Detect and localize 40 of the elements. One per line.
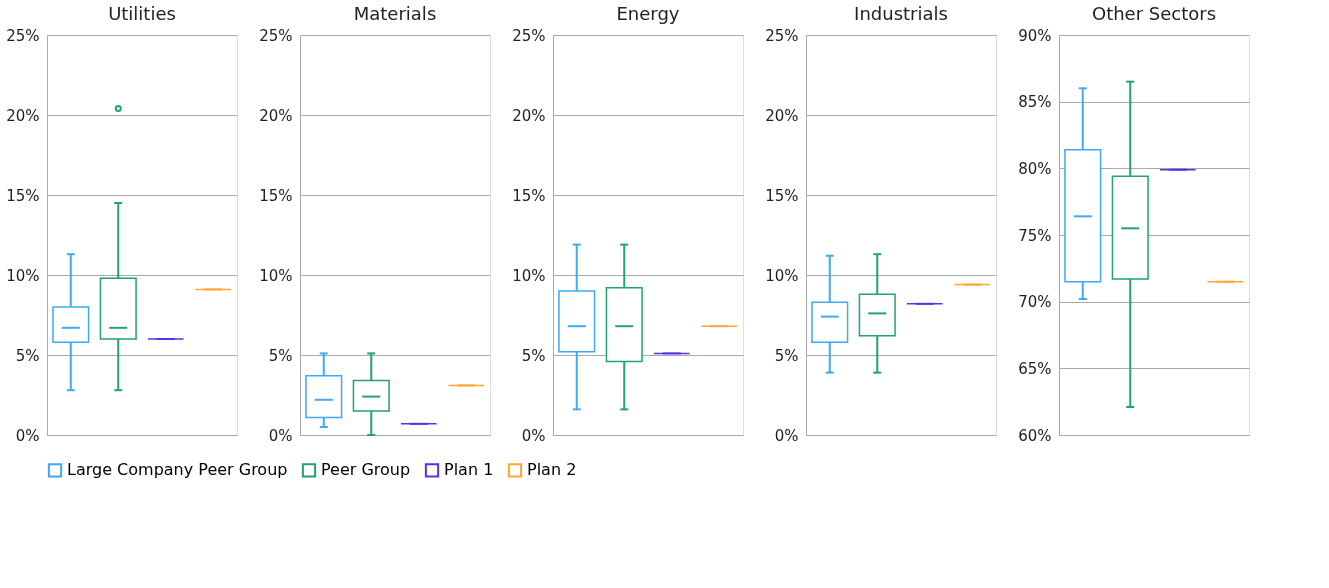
y-tick-label: 75% — [1018, 226, 1052, 245]
legend-label: Large Company Peer Group — [67, 460, 288, 480]
y-tick-label: 0% — [521, 426, 546, 445]
y-tick-label: 5% — [774, 346, 799, 365]
y-tick-label: 90% — [1018, 26, 1052, 45]
y-tick-label: 15% — [512, 186, 546, 205]
y-tick-label: 15% — [765, 186, 799, 205]
y-tick-label: 0% — [268, 426, 293, 445]
y-tick-label: 15% — [6, 186, 40, 205]
y-tick-label: 5% — [268, 346, 293, 365]
y-tick-label: 0% — [774, 426, 799, 445]
legend-label: Plan 2 — [527, 460, 577, 480]
y-tick-label: 20% — [512, 106, 546, 125]
y-tick-label: 70% — [1018, 293, 1052, 312]
legend-label: Plan 1 — [444, 460, 494, 480]
y-tick-label: 5% — [15, 346, 40, 365]
y-tick-label: 25% — [765, 26, 799, 45]
chart-title: Utilities — [108, 3, 176, 24]
y-tick-label: 25% — [6, 26, 40, 45]
y-tick-label: 10% — [512, 266, 546, 285]
y-tick-label: 85% — [1018, 93, 1052, 112]
y-tick-label: 5% — [521, 346, 546, 365]
y-tick-label: 25% — [512, 26, 546, 45]
y-tick-label: 65% — [1018, 359, 1052, 378]
y-tick-label: 20% — [259, 106, 293, 125]
chart-title: Industrials — [854, 3, 948, 24]
y-tick-label: 0% — [15, 426, 40, 445]
y-tick-label: 10% — [765, 266, 799, 285]
legend-label: Peer Group — [321, 460, 411, 480]
y-tick-label: 15% — [259, 186, 293, 205]
chart-title: Energy — [616, 3, 680, 24]
y-tick-label: 10% — [259, 266, 293, 285]
chart-title: Other Sectors — [1091, 3, 1217, 24]
chart-title: Materials — [353, 3, 437, 24]
y-tick-label: 25% — [259, 26, 293, 45]
y-tick-label: 20% — [6, 106, 40, 125]
y-tick-label: 20% — [765, 106, 799, 125]
y-tick-label: 60% — [1018, 426, 1052, 445]
y-tick-label: 10% — [6, 266, 40, 285]
y-tick-label: 80% — [1018, 159, 1052, 178]
